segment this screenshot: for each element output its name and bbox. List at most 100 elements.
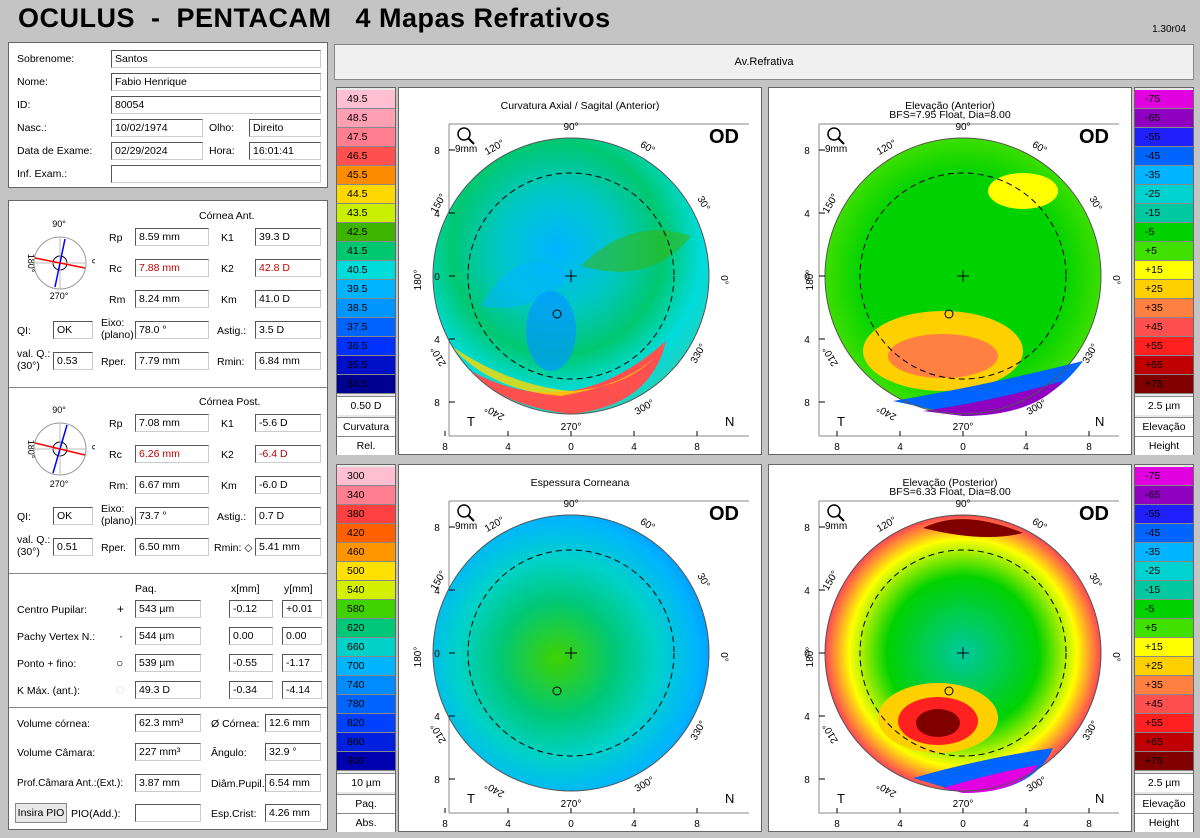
map-bl[interactable]: Espessura Corneana OD 90° 60° 30° 0° 330° 300°… — [398, 464, 762, 832]
pachy-x-value: 0.00 — [229, 627, 273, 645]
map-tr[interactable]: Elevação (Anterior) BFS=7.95 Float, Dia=8… — [768, 87, 1132, 455]
scale-value: -75 — [1145, 93, 1161, 105]
y-tick-label: 8 — [434, 775, 440, 786]
x-tick-label: 8 — [834, 819, 840, 830]
degree-label: 60° — [1030, 139, 1049, 156]
scale-type-label[interactable]: Elevação — [1135, 417, 1193, 436]
scale-type-label[interactable]: Curvatura — [337, 417, 395, 436]
zoom-label: 9mm — [825, 144, 847, 155]
y-tick-label: 8 — [804, 523, 810, 534]
y-tick-label: 8 — [434, 146, 440, 157]
refractive-topbar[interactable]: Av.Refrativa — [334, 44, 1194, 80]
scale-step: 620 — [337, 619, 395, 638]
x-tick-label: 4 — [505, 819, 511, 830]
scale-value: -5 — [1145, 603, 1155, 615]
olho-field[interactable]: Direito — [249, 119, 321, 137]
scale-step: 460 — [337, 543, 395, 562]
scale-value: -15 — [1145, 207, 1161, 219]
nasal-label: N — [725, 791, 734, 806]
degree-label: 180° — [413, 270, 424, 291]
scale-value: +15 — [1145, 641, 1163, 653]
exame-field[interactable]: 02/29/2024 — [111, 142, 203, 160]
scale-step: 34.5 — [337, 375, 395, 394]
id-label: ID: — [17, 99, 31, 111]
scale-value: +35 — [1145, 679, 1163, 691]
degree-label: 300° — [633, 775, 656, 795]
pio-field[interactable] — [135, 804, 201, 822]
angulo-value: 32.9 ° — [265, 743, 321, 761]
sobrenome-field[interactable]: Santos — [111, 50, 321, 68]
map-plot: 90°60°30°0°330°300°270°240°210°180°150°1… — [413, 499, 749, 830]
scale-type-label[interactable]: Paq. — [337, 794, 395, 813]
scale-value: 43.5 — [347, 207, 368, 219]
rmin-label: Rmin: — [217, 356, 245, 368]
scale-step: 380 — [337, 505, 395, 524]
degree-label: 150° — [821, 569, 841, 592]
nome-field[interactable]: Fabio Henrique — [111, 73, 321, 91]
degree-label: 180° — [805, 270, 816, 291]
scale-value: +35 — [1145, 302, 1163, 314]
map-plot: 90°60°30°0°330°300°270°240°210°180°150°1… — [804, 499, 1121, 830]
scale-step: 36.5 — [337, 337, 395, 356]
x-tick-label: 0 — [960, 442, 966, 453]
color-scale-bl[interactable]: 300 340 380 420 460 500 540 580 620 660 700 740 780 8… — [336, 464, 396, 832]
zoom-icon — [827, 504, 845, 522]
x-tick-label: 4 — [631, 442, 637, 453]
inf-field[interactable] — [111, 165, 321, 183]
svg-text:180°: 180° — [26, 440, 36, 459]
eixo-post-value: 73.7 ° — [135, 507, 209, 525]
hora-field[interactable]: 16:01:41 — [249, 142, 321, 160]
scale-step: -45 — [1135, 147, 1193, 166]
scale-value: +5 — [1145, 622, 1157, 634]
id-field[interactable]: 80054 — [111, 96, 321, 114]
degree-label: 150° — [821, 192, 841, 215]
scale-step: 39.5 — [337, 280, 395, 299]
eixo-label: Eixo: — [101, 317, 125, 329]
valq-label: val. Q.: — [17, 348, 51, 360]
svg-text:180°: 180° — [26, 254, 36, 273]
degree-label: 120° — [483, 515, 506, 535]
scale-mode-label[interactable]: Height — [1135, 436, 1193, 455]
vol-camara-value: 227 mm³ — [135, 743, 201, 761]
scale-step: 900 — [337, 752, 395, 771]
insert-iop-button[interactable]: Insira PIO — [15, 803, 67, 823]
scale-type-label[interactable]: Elevação — [1135, 794, 1193, 813]
col-paq-header: Paq. — [135, 583, 157, 595]
vol-cornea-label: Volume córnea: — [17, 718, 90, 730]
scale-step: +75 — [1135, 375, 1193, 394]
map-tl[interactable]: Curvatura Axial / Sagital (Anterior) OD 9… — [398, 87, 762, 455]
y-tick-label: 8 — [434, 523, 440, 534]
pachy-y-value: -4.14 — [282, 681, 322, 699]
scale-step: +25 — [1135, 657, 1193, 676]
scale-step: 37.5 — [337, 318, 395, 337]
scale-step: 46.5 — [337, 147, 395, 166]
eixo-sub-label: (plano) — [101, 329, 134, 341]
degree-label: 210° — [821, 345, 841, 368]
k2-ant-value: 42.8 D — [255, 259, 321, 277]
rper-label: Rper. — [101, 542, 127, 554]
svg-text:0°: 0° — [90, 259, 95, 268]
scale-mode-label[interactable]: Abs. — [337, 813, 395, 832]
scale-value: -35 — [1145, 169, 1161, 181]
nasc-field[interactable]: 10/02/1974 — [111, 119, 203, 137]
color-scale-br[interactable]: -75 -65 -55 -45 -35 -25 -15 -5 +5 +15 +25 +35 +45 +55… — [1134, 464, 1194, 832]
map-br[interactable]: Elevação (Posterior) BFS=6.33 Float, Dia=… — [768, 464, 1132, 832]
color-scale-tl[interactable]: 49.5 48.5 47.5 46.5 45.5 44.5 43.5 42.5 41.5 40.5… — [336, 87, 396, 455]
scale-step: 41.5 — [337, 242, 395, 261]
angulo-label: Ângulo: — [211, 747, 247, 759]
color-scale-tr[interactable]: -75 -65 -55 -45 -35 -25 -15 -5 +5 +15 +25 +35 +45 +55… — [1134, 87, 1194, 455]
x-tick-label: 8 — [1086, 442, 1092, 453]
diam-cornea-label: Ø Córnea: — [211, 718, 260, 730]
scale-mode-label[interactable]: Height — [1135, 813, 1193, 832]
scale-step: -25 — [1135, 185, 1193, 204]
scale-step: +65 — [1135, 733, 1193, 752]
pupil-diam-value: 6.54 mm — [265, 774, 321, 792]
pachy-paq-value: 539 µm — [135, 654, 201, 672]
scale-mode-label[interactable]: Rel. — [337, 436, 395, 455]
scale-value: -45 — [1145, 150, 1161, 162]
nasc-label: Nasc.: — [17, 122, 47, 134]
map-plot: 90°60°30°0°330°300°270°240°210°180°150°1… — [804, 122, 1121, 453]
x-tick-label: 8 — [442, 442, 448, 453]
divider — [9, 707, 327, 708]
degree-label: 330° — [1081, 342, 1101, 365]
